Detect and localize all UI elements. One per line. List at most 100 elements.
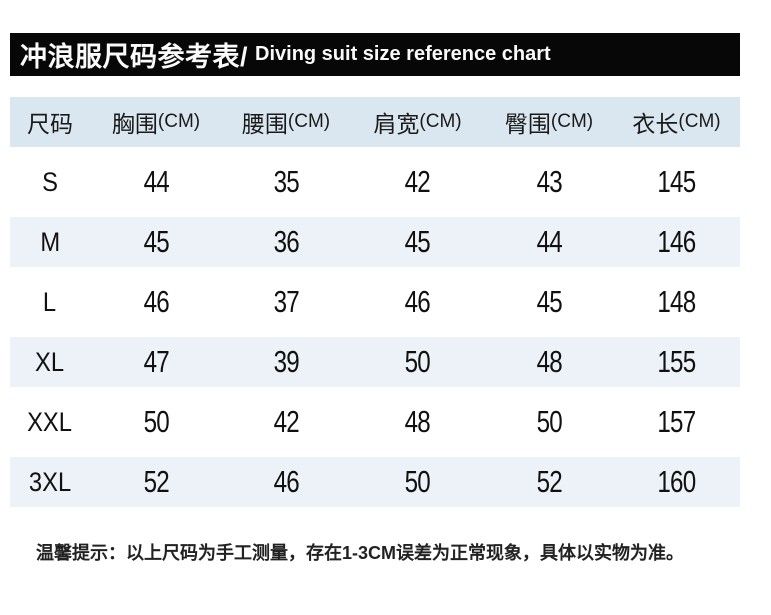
value-cell: 39 — [222, 337, 350, 387]
value-cell: 50 — [485, 397, 613, 447]
hip-value: 45 — [536, 284, 562, 319]
size-cell: XL — [10, 337, 90, 387]
shoulder-value: 42 — [404, 164, 431, 199]
size-label: 3XL — [28, 466, 72, 497]
header-label: 尺码 — [27, 111, 73, 137]
value-cell: 146 — [613, 217, 740, 267]
length-value: 148 — [657, 284, 696, 319]
header-unit: (CM) — [287, 111, 331, 132]
size-cell: 3XL — [10, 457, 90, 507]
shoulder-value: 50 — [404, 344, 431, 379]
shoulder-value: 50 — [404, 464, 431, 499]
table-row-xxl: XXL 50 42 48 50 157 — [10, 397, 740, 447]
table-row-s: S 44 35 42 43 145 — [10, 157, 740, 207]
chest-value: 50 — [143, 404, 169, 439]
hip-value: 52 — [536, 464, 562, 499]
size-cell: M — [10, 217, 90, 267]
header-label: 腰围 — [241, 111, 288, 137]
size-cell: XXL — [10, 397, 90, 447]
note-text: 温馨提示：以上尺码为手工测量，存在1-3CM误差为正常现象，具体以实物为准。 — [36, 543, 685, 563]
value-cell: 48 — [485, 337, 613, 387]
table-row-m: M 45 36 45 44 146 — [10, 217, 740, 267]
value-cell: 36 — [222, 217, 350, 267]
hip-value: 44 — [536, 224, 562, 259]
size-cell: S — [10, 157, 90, 207]
page-title-english: Diving suit size reference chart — [255, 43, 551, 65]
value-cell: 52 — [90, 457, 222, 507]
table-row-xl: XL 47 39 50 48 155 — [10, 337, 740, 387]
value-cell: 46 — [222, 457, 350, 507]
shoulder-value: 48 — [404, 404, 431, 439]
header-cell-hip: 臀围 (CM) — [485, 97, 613, 147]
header-label: 衣长 — [632, 111, 679, 137]
header-label: 胸围 — [111, 111, 158, 137]
header-cell-shoulder: 肩宽 (CM) — [350, 97, 485, 147]
value-cell: 47 — [90, 337, 222, 387]
value-cell: 52 — [485, 457, 613, 507]
size-label: L — [43, 286, 57, 317]
length-value: 160 — [657, 464, 696, 499]
value-cell: 44 — [485, 217, 613, 267]
value-cell: 50 — [350, 337, 485, 387]
waist-value: 39 — [273, 344, 299, 379]
header-unit: (CM) — [419, 111, 462, 132]
table-row-l: L 46 37 46 45 148 — [10, 277, 740, 327]
header-cell-length: 衣长 (CM) — [613, 97, 740, 147]
waist-value: 46 — [273, 464, 299, 499]
size-label: XL — [35, 346, 65, 377]
chest-value: 45 — [143, 224, 169, 259]
value-cell: 145 — [613, 157, 740, 207]
size-cell: L — [10, 277, 90, 327]
waist-value: 35 — [273, 164, 299, 199]
table-header-row: 尺码 胸围 (CM) 腰围 (CM) 肩宽 (CM) 臀围 (CM) 衣长 (CM) — [10, 97, 740, 147]
header-unit: (CM) — [550, 111, 594, 132]
value-cell: 43 — [485, 157, 613, 207]
value-cell: 46 — [90, 277, 222, 327]
chest-value: 46 — [143, 284, 169, 319]
value-cell: 35 — [222, 157, 350, 207]
length-value: 157 — [657, 404, 696, 439]
header-unit: (CM) — [157, 111, 201, 132]
value-cell: 37 — [222, 277, 350, 327]
shoulder-value: 45 — [404, 224, 431, 259]
waist-value: 36 — [273, 224, 299, 259]
waist-value: 37 — [273, 284, 299, 319]
header-cell-waist: 腰围 (CM) — [222, 97, 350, 147]
chest-value: 52 — [143, 464, 169, 499]
value-cell: 50 — [350, 457, 485, 507]
table-row-3xl: 3XL 52 46 50 52 160 — [10, 457, 740, 507]
length-value: 145 — [657, 164, 696, 199]
size-label: S — [42, 166, 58, 197]
hip-value: 50 — [536, 404, 562, 439]
value-cell: 42 — [350, 157, 485, 207]
value-cell: 44 — [90, 157, 222, 207]
value-cell: 157 — [613, 397, 740, 447]
value-cell: 155 — [613, 337, 740, 387]
title-bar: 冲浪服尺码参考表/ Diving suit size reference cha… — [10, 33, 740, 76]
header-label: 肩宽 — [373, 111, 420, 137]
size-label: M — [40, 226, 60, 257]
value-cell: 48 — [350, 397, 485, 447]
shoulder-value: 46 — [404, 284, 431, 319]
length-value: 146 — [657, 224, 696, 259]
value-cell: 42 — [222, 397, 350, 447]
header-cell-size: 尺码 — [10, 97, 90, 147]
chest-value: 47 — [143, 344, 169, 379]
header-cell-chest: 胸围 (CM) — [90, 97, 222, 147]
value-cell: 50 — [90, 397, 222, 447]
header-unit: (CM) — [678, 111, 721, 132]
page-title-chinese: 冲浪服尺码参考表/ — [20, 42, 249, 72]
size-label: XXL — [27, 406, 73, 437]
value-cell: 148 — [613, 277, 740, 327]
value-cell: 160 — [613, 457, 740, 507]
value-cell: 45 — [90, 217, 222, 267]
chest-value: 44 — [143, 164, 169, 199]
hip-value: 43 — [536, 164, 562, 199]
value-cell: 45 — [485, 277, 613, 327]
waist-value: 42 — [273, 404, 299, 439]
header-label: 臀围 — [504, 111, 551, 137]
length-value: 155 — [657, 344, 696, 379]
value-cell: 45 — [350, 217, 485, 267]
value-cell: 46 — [350, 277, 485, 327]
